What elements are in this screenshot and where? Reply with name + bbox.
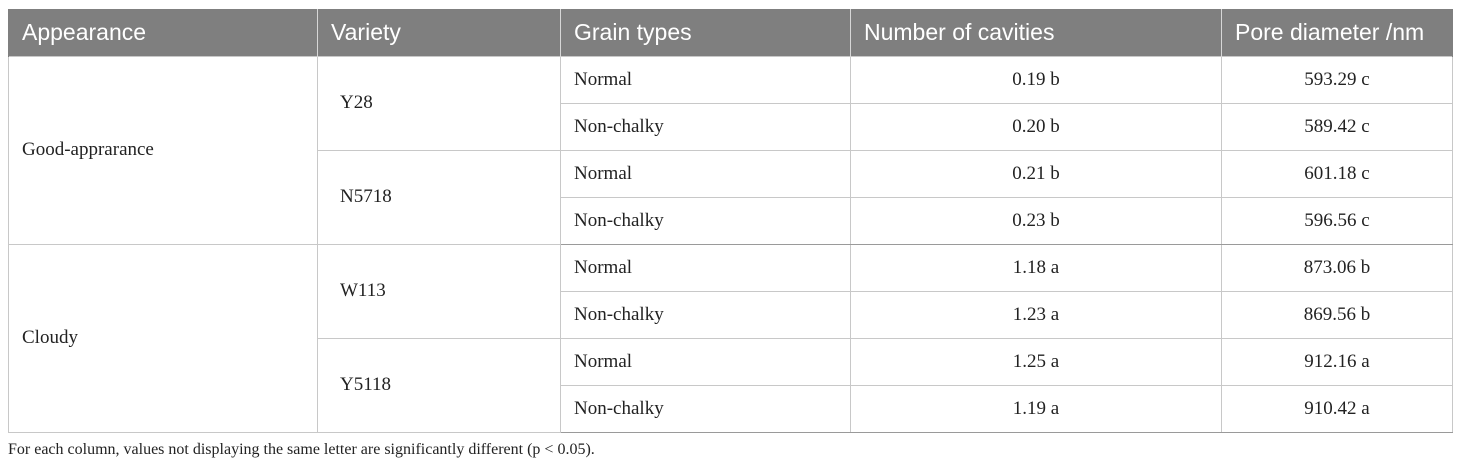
grain-type-cell: Non-chalky	[560, 290, 851, 339]
table-header-row: Appearance Variety Grain types Number of…	[8, 9, 1453, 56]
pore-diameter-cell: 869.56 b	[1221, 290, 1453, 339]
grain-type-cell: Non-chalky	[560, 384, 851, 433]
appearance-cell: Cloudy	[8, 243, 318, 433]
appearance-cell: Good-apprarance	[8, 55, 318, 245]
table-footnote: For each column, values not displaying t…	[8, 441, 595, 458]
cavities-cell: 1.19 a	[850, 384, 1222, 433]
table-row: Non-chalky 0.20 b 589.42 c	[9, 102, 1453, 151]
grain-type-cell: Normal	[560, 243, 851, 292]
table-row: Good-apprarance Y28 Normal 0.19 b 593.29…	[8, 55, 1453, 245]
header-appearance: Appearance	[8, 9, 318, 56]
table-row: Cloudy W113 Normal 1.18 a 873.06 b	[8, 243, 1453, 433]
pore-diameter-cell: 589.42 c	[1221, 102, 1453, 151]
pore-diameter-cell: 601.18 c	[1221, 149, 1453, 198]
header-number-of-cavities: Number of cavities	[850, 9, 1222, 56]
pore-diameter-cell: 873.06 b	[1221, 243, 1453, 292]
header-grain-types: Grain types	[560, 9, 851, 56]
cavities-cell: 1.23 a	[850, 290, 1222, 339]
variety-cell: W113	[317, 243, 561, 339]
grain-type-cell: Non-chalky	[560, 102, 851, 151]
table-row: Non-chalky 1.19 a 910.42 a	[9, 384, 1453, 433]
table-row: Non-chalky 1.23 a 869.56 b	[9, 290, 1453, 339]
variety-cell: N5718	[317, 149, 561, 245]
pore-diameter-cell: 593.29 c	[1221, 55, 1453, 104]
header-pore-diameter: Pore diameter /nm	[1221, 9, 1453, 56]
table-row: N5718 Normal 0.21 b 601.18 c	[9, 149, 1453, 245]
cavities-cell: 0.19 b	[850, 55, 1222, 104]
variety-cell: Y5118	[317, 337, 561, 433]
pore-diameter-cell: 912.16 a	[1221, 337, 1453, 386]
pore-diameter-cell: 596.56 c	[1221, 196, 1453, 245]
cavities-cell: 0.23 b	[850, 196, 1222, 245]
cavities-cell: 1.25 a	[850, 337, 1222, 386]
grain-type-cell: Non-chalky	[560, 196, 851, 245]
grain-type-cell: Normal	[560, 149, 851, 198]
grain-type-cell: Normal	[560, 55, 851, 104]
cavities-cell: 1.18 a	[850, 243, 1222, 292]
grain-type-cell: Normal	[560, 337, 851, 386]
data-table: Appearance Variety Grain types Number of…	[8, 9, 1453, 433]
table-row: Y5118 Normal 1.25 a 912.16 a	[9, 337, 1453, 433]
cavities-cell: 0.20 b	[850, 102, 1222, 151]
table-row: Non-chalky 0.23 b 596.56 c	[9, 196, 1453, 245]
header-variety: Variety	[317, 9, 561, 56]
variety-cell: Y28	[317, 55, 561, 151]
pore-diameter-cell: 910.42 a	[1221, 384, 1453, 433]
cavities-cell: 0.21 b	[850, 149, 1222, 198]
data-table-container: Appearance Variety Grain types Number of…	[8, 9, 1453, 433]
